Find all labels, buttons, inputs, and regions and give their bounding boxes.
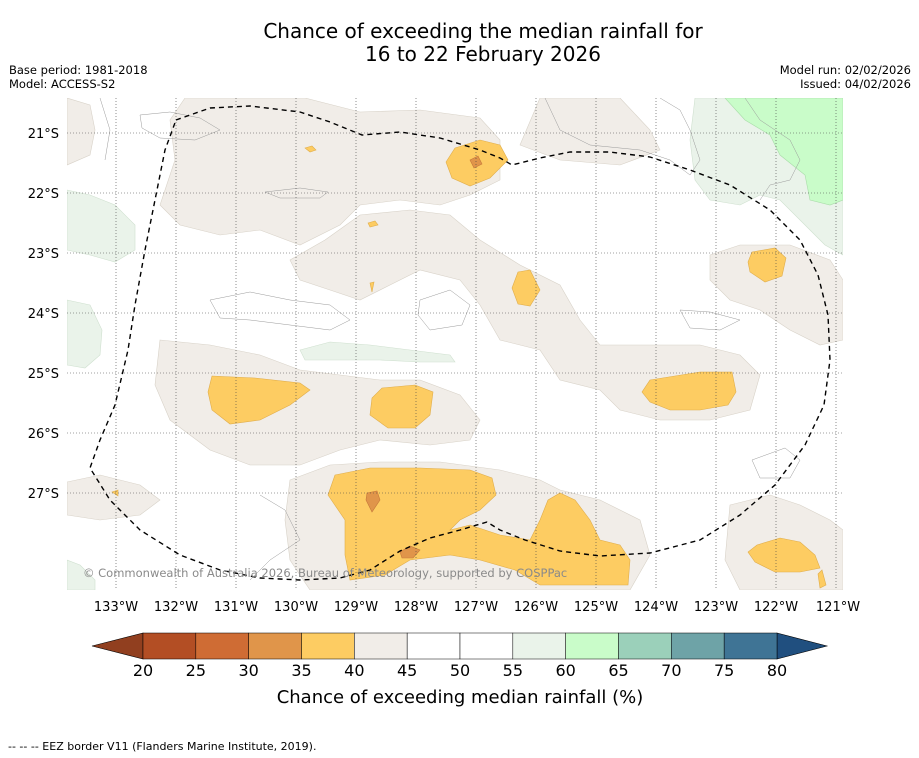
lon-label: 128°W	[394, 600, 438, 615]
colorbar-tick-label: 25	[186, 661, 206, 680]
colorbar-tick-label: 35	[291, 661, 311, 680]
colorbar-swatch	[459, 632, 514, 660]
lon-label: 131°W	[214, 600, 258, 615]
colorbar-swatch	[354, 632, 408, 660]
colorbar-swatch	[248, 632, 302, 660]
contour-lines	[99, 98, 801, 581]
meta-left: Base period: 1981-2018 Model: ACCESS-S2	[9, 63, 148, 91]
colorbar-swatch	[512, 632, 566, 660]
model-run-date: Model run: 02/02/2026	[779, 63, 911, 77]
lat-label: 22°S	[28, 187, 59, 202]
colorbar-title: Chance of exceeding median rainfall (%)	[277, 687, 644, 708]
lon-label: 126°W	[514, 600, 558, 615]
colorbar-tick-label: 80	[767, 661, 787, 680]
region-60-65	[724, 98, 843, 206]
colorbar-swatch	[671, 632, 725, 660]
colorbar-tick-label: 55	[503, 661, 523, 680]
lon-label: 130°W	[274, 600, 318, 615]
colorbar-tick-label: 60	[555, 661, 575, 680]
colorbar-tick-label: 30	[238, 661, 258, 680]
colorbar-over-arrow	[776, 632, 829, 660]
colorbar-tick-label: 50	[450, 661, 470, 680]
colorbar-swatch	[301, 632, 355, 660]
colorbar-tick-label: 20	[133, 661, 153, 680]
issued-date: Issued: 04/02/2026	[800, 77, 911, 91]
colorbar-swatch	[565, 632, 619, 660]
latitude-labels: 21°S 22°S 23°S 24°S 25°S 26°S 27°S	[28, 127, 59, 502]
base-period: Base period: 1981-2018	[9, 63, 148, 77]
lat-label: 21°S	[28, 127, 59, 142]
colorbar-swatch	[142, 632, 197, 660]
lon-label: 122°W	[754, 600, 798, 615]
longitude-labels: 133°W 132°W 131°W 130°W 129°W 128°W 127°…	[94, 600, 860, 615]
colorbar-swatch	[195, 632, 249, 660]
lon-label: 123°W	[694, 600, 738, 615]
attribution-text: © Commonwealth of Australia 2026, Bureau…	[83, 566, 567, 580]
colorbar-swatch	[406, 632, 461, 660]
region-30-35	[365, 155, 483, 559]
lat-label: 27°S	[28, 487, 59, 502]
map-title-line2: 16 to 22 February 2026	[365, 42, 601, 66]
colorbar-tick-label: 75	[714, 661, 734, 680]
lon-label: 133°W	[94, 600, 138, 615]
meta-right: Model run: 02/02/2026 Issued: 04/02/2026	[780, 63, 911, 91]
colorbar-tick-label: 40	[344, 661, 364, 680]
lon-label: 132°W	[154, 600, 198, 615]
lon-label: 124°W	[634, 600, 678, 615]
lat-label: 23°S	[28, 247, 59, 262]
colorbar-tick-label: 45	[397, 661, 417, 680]
lat-label: 26°S	[28, 427, 59, 442]
lon-label: 127°W	[454, 600, 498, 615]
colorbar-swatch	[723, 632, 778, 660]
lon-label: 125°W	[574, 600, 618, 615]
colorbar-tick-label: 70	[661, 661, 681, 680]
lon-label: 129°W	[334, 600, 378, 615]
footer-note: -- -- -- EEZ border V11 (Flanders Marine…	[8, 740, 317, 753]
lon-label: 121°W	[816, 600, 860, 615]
colorbar-tick-label: 65	[608, 661, 628, 680]
model-name: Model: ACCESS-S2	[9, 77, 116, 91]
colorbar-under-arrow	[91, 632, 144, 660]
map-title-line1: Chance of exceeding the median rainfall …	[263, 19, 703, 43]
eez-border	[89, 105, 831, 581]
colorbar: 20 25 30 35 40 45 50 55 60 65 70 75 80 Chance of exc…	[91, 632, 829, 708]
lat-label: 24°S	[28, 307, 59, 322]
map-plot-area	[67, 98, 843, 590]
graticule	[67, 98, 843, 590]
colorbar-swatch	[618, 632, 672, 660]
lat-label: 25°S	[28, 367, 59, 382]
